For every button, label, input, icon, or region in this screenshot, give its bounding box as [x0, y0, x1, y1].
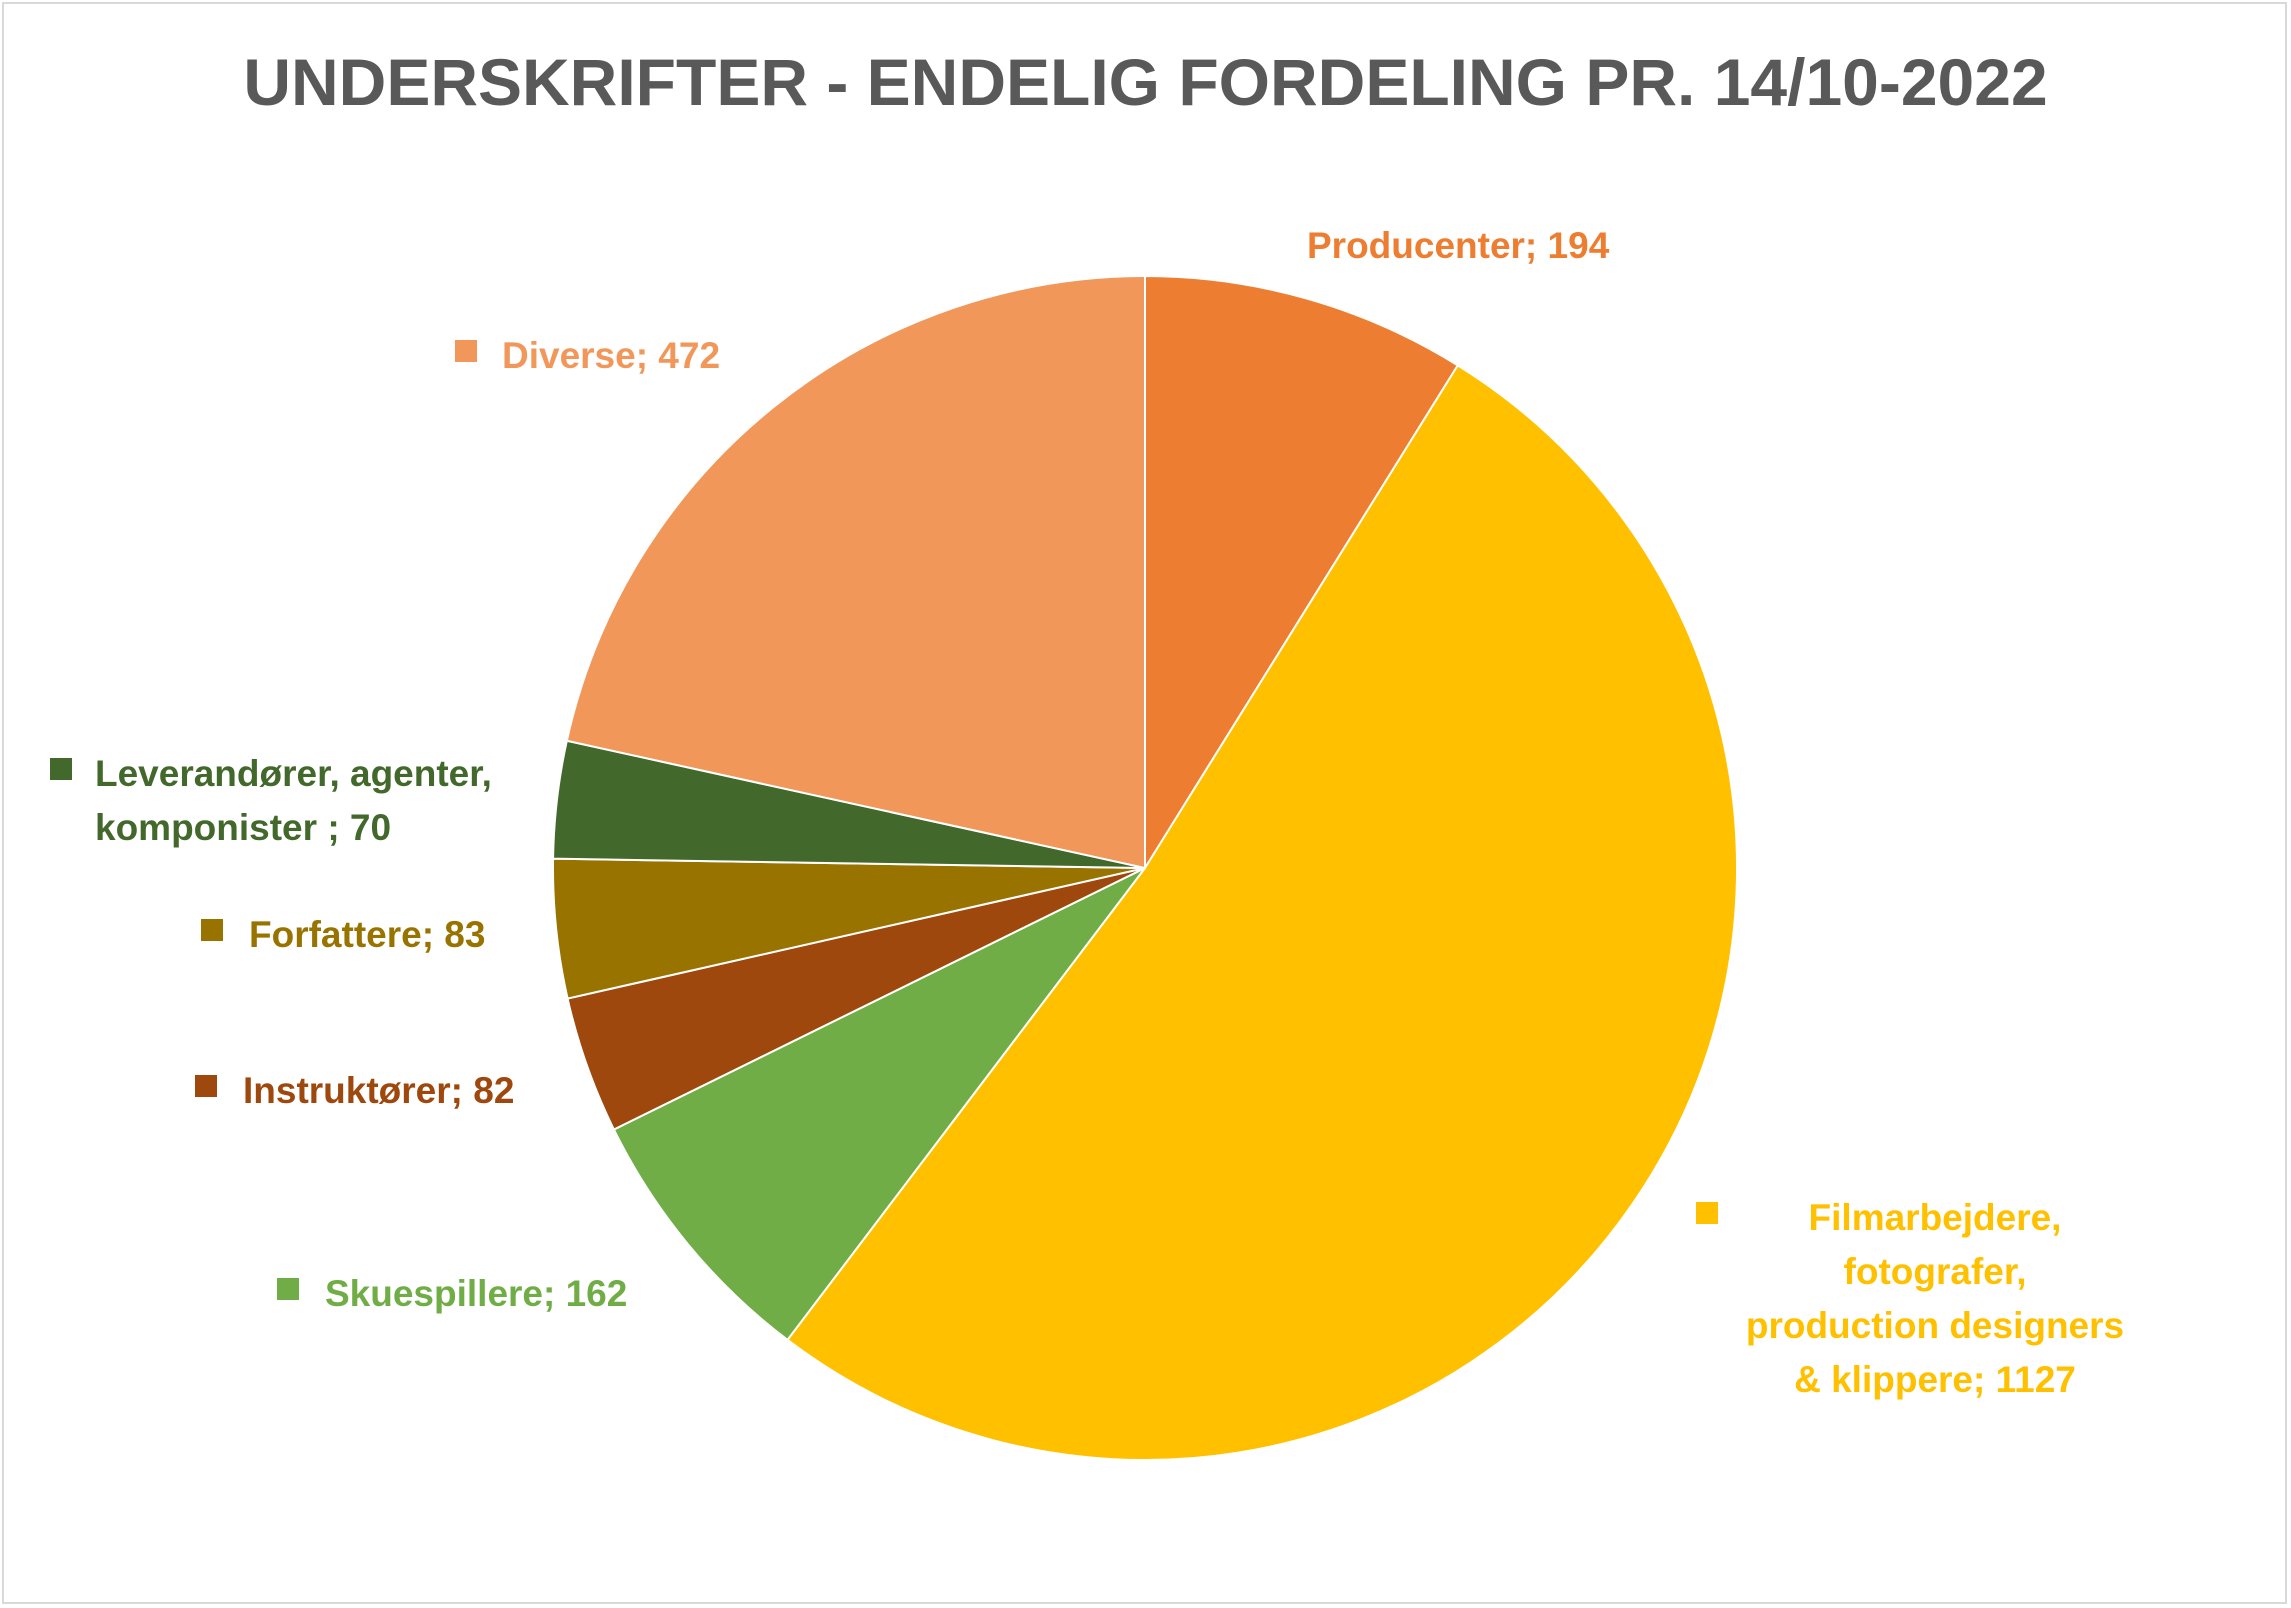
data-label-line: production designers — [1746, 1305, 2124, 1346]
data-label-text: Filmarbejdere, fotografer, production desi… — [1746, 1197, 2124, 1400]
pie-slices — [552, 274, 1739, 1462]
data-label-filmarbejdere-fotografer-production-designers-and-klippere: Filmarbejdere, fotografer, production desi… — [1696, 1197, 2124, 1400]
data-label-text: Forfattere; 83 — [249, 914, 485, 955]
pie-slice-producenter — [1144, 274, 1460, 872]
data-label-instruktorer: Instruktører; 82 — [195, 1070, 514, 1111]
data-label-text: Producenter; 194 — [1307, 225, 1610, 266]
data-label-leverandorer-agenter-komponister: Leverandører, agenter, komponister ; 70 — [50, 753, 492, 848]
pie-slice-filmarbejdere-fotografer-production-designers-and-klippere — [786, 363, 1739, 1462]
data-label-producenter: Producenter; 194 — [1307, 225, 1610, 266]
data-label-text: Instruktører; 82 — [243, 1070, 514, 1111]
chart-title: UNDERSKRIFTER - ENDELIG FORDELING PR. 14… — [243, 45, 2048, 119]
data-label-line: Forfattere; 83 — [249, 914, 485, 955]
data-label-diverse: Diverse; 472 — [455, 335, 720, 376]
data-label-line: Diverse; 472 — [502, 335, 720, 376]
legend-marker-leverandorer-agenter-komponister — [50, 758, 72, 780]
data-label-line: Filmarbejdere, — [1809, 1197, 2062, 1238]
legend-marker-filmarbejdere-fotografer-production-designers-and-klippere — [1696, 1202, 1718, 1224]
legend-marker-diverse — [455, 340, 477, 362]
legend-marker-forfattere — [201, 919, 223, 941]
data-label-line: & klippere; 1127 — [1794, 1359, 2076, 1400]
data-label-line: Producenter; 194 — [1307, 225, 1610, 266]
data-label-line: fotografer, — [1844, 1251, 2027, 1292]
data-label-line: Skuespillere; 162 — [325, 1273, 627, 1314]
legend-marker-skuespillere — [277, 1278, 299, 1300]
data-label-line: Leverandører, agenter, — [95, 753, 492, 794]
pie-data-labels: Producenter; 194 Filmarbejdere, fotografer… — [50, 225, 2124, 1400]
legend-marker-instruktorer — [195, 1075, 217, 1097]
data-label-forfattere: Forfattere; 83 — [201, 914, 485, 955]
data-label-line: Instruktører; 82 — [243, 1070, 514, 1111]
pie-slice-skuespillere — [612, 867, 1146, 1342]
pie-slice-diverse — [565, 274, 1146, 870]
data-label-text: Diverse; 472 — [502, 335, 720, 376]
data-label-text: Leverandører, agenter, komponister ; 70 — [95, 753, 492, 848]
data-label-text: Skuespillere; 162 — [325, 1273, 627, 1314]
data-label-skuespillere: Skuespillere; 162 — [277, 1273, 627, 1314]
data-label-line: komponister ; 70 — [95, 807, 391, 848]
